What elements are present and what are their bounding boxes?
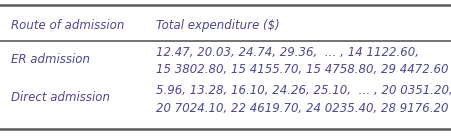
Text: ER admission: ER admission bbox=[11, 53, 90, 66]
Text: Total expenditure ($): Total expenditure ($) bbox=[156, 19, 279, 32]
Text: Route of admission: Route of admission bbox=[11, 19, 124, 32]
Text: 20 7024.10, 22 4619.70, 24 0235.40, 28 9176.20: 20 7024.10, 22 4619.70, 24 0235.40, 28 9… bbox=[156, 102, 447, 115]
Text: 15 3802.80, 15 4155.70, 15 4758.80, 29 4472.60: 15 3802.80, 15 4155.70, 15 4758.80, 29 4… bbox=[156, 63, 447, 76]
Text: 12.47, 20.03, 24.74, 29.36,  … , 14 1122.60,: 12.47, 20.03, 24.74, 29.36, … , 14 1122.… bbox=[156, 46, 418, 59]
Text: Direct admission: Direct admission bbox=[11, 91, 110, 104]
Text: 5.96, 13.28, 16.10, 24.26, 25.10,  … , 20 0351.20,: 5.96, 13.28, 16.10, 24.26, 25.10, … , 20… bbox=[156, 84, 451, 97]
